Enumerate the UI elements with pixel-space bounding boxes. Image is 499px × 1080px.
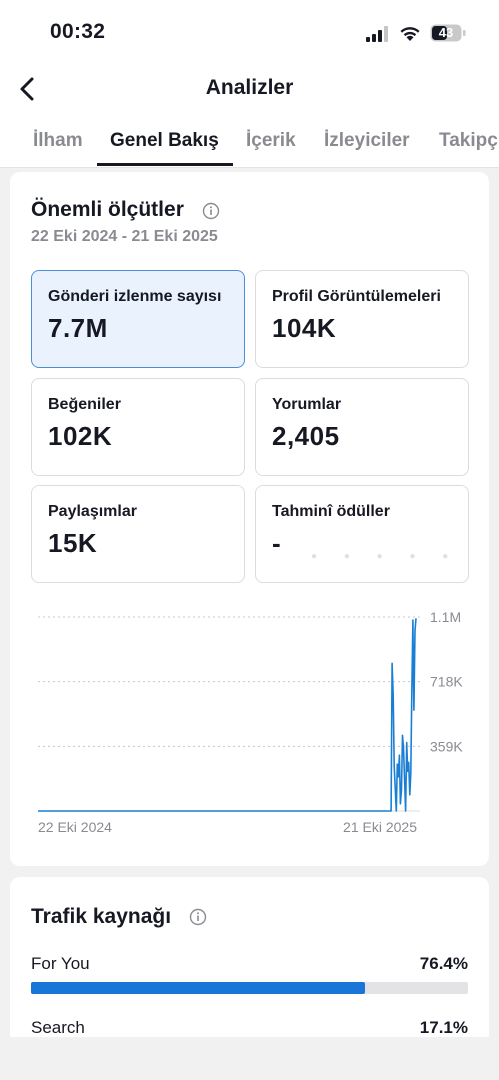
- traffic-source-percent: 17.1%: [419, 1018, 468, 1037]
- date-range: 22 Eki 2024 - 21 Eki 2025: [31, 228, 218, 245]
- metric-card-comments[interactable]: Yorumlar 2,405: [255, 378, 469, 476]
- metric-value: 15K: [48, 528, 98, 558]
- nav-bar: Analizler: [0, 64, 499, 114]
- metric-value: 102K: [48, 421, 113, 451]
- tab-content[interactable]: İçerik: [246, 130, 296, 151]
- metric-label: Tahminî ödüller: [272, 503, 390, 520]
- metric-label: Paylaşımlar: [48, 503, 137, 520]
- key-metrics-title: Önemli ölçütler: [31, 198, 184, 221]
- tab-overview[interactable]: Genel Bakış: [110, 130, 219, 151]
- active-tab-indicator: [97, 163, 233, 166]
- bottom-area: [0, 1037, 499, 1080]
- metric-value: 7.7M: [48, 313, 108, 343]
- metric-label: Beğeniler: [48, 396, 121, 413]
- traffic-progress-track: [31, 982, 468, 994]
- status-bar: 00:32 43: [0, 0, 499, 64]
- metric-value: 104K: [272, 313, 337, 343]
- metric-card-post-views[interactable]: Gönderi izlenme sayısı 7.7M: [31, 270, 245, 368]
- metric-label: Yorumlar: [272, 396, 342, 413]
- metric-card-likes[interactable]: Beğeniler 102K: [31, 378, 245, 476]
- tab-followers[interactable]: Takipçiler: [439, 130, 499, 151]
- traffic-source-percent: 76.4%: [419, 954, 468, 973]
- tab-viewers[interactable]: İzleyiciler: [324, 130, 410, 151]
- metric-label: Gönderi izlenme sayısı: [48, 288, 222, 305]
- tab-bar: İlham Genel Bakış İçerik İzleyiciler Tak…: [0, 118, 499, 168]
- battery-level: 43: [438, 25, 454, 40]
- page-title: Analizler: [205, 76, 294, 99]
- traffic-source-label: For You: [31, 954, 90, 973]
- wifi-icon: [400, 27, 420, 41]
- metric-card-profile-views[interactable]: Profil Görüntülemeleri 104K: [255, 270, 469, 368]
- cellular-signal-icon: [366, 26, 388, 42]
- status-time: 00:32: [50, 20, 106, 43]
- metric-value: -: [272, 528, 282, 558]
- traffic-source-card: [10, 877, 489, 1047]
- metric-card-estimated-rewards[interactable]: Tahminî ödüller - ● ● ● ● ●: [255, 485, 469, 583]
- header-background: [0, 0, 499, 168]
- battery-icon: 43: [430, 24, 466, 42]
- placeholder-dots: ● ● ● ● ●: [311, 551, 461, 562]
- traffic-source-label: Search: [31, 1018, 85, 1037]
- info-circle-icon[interactable]: [189, 908, 207, 926]
- traffic-progress-fill: [31, 982, 365, 994]
- metric-value: 2,405: [272, 421, 340, 451]
- info-circle-icon[interactable]: [202, 202, 220, 220]
- traffic-title: Trafik kaynağı: [31, 905, 172, 928]
- tab-inspiration[interactable]: İlham: [33, 130, 83, 151]
- metric-card-shares[interactable]: Paylaşımlar 15K: [31, 485, 245, 583]
- chevron-left-icon[interactable]: [16, 76, 40, 102]
- metric-label: Profil Görüntülemeleri: [272, 288, 441, 305]
